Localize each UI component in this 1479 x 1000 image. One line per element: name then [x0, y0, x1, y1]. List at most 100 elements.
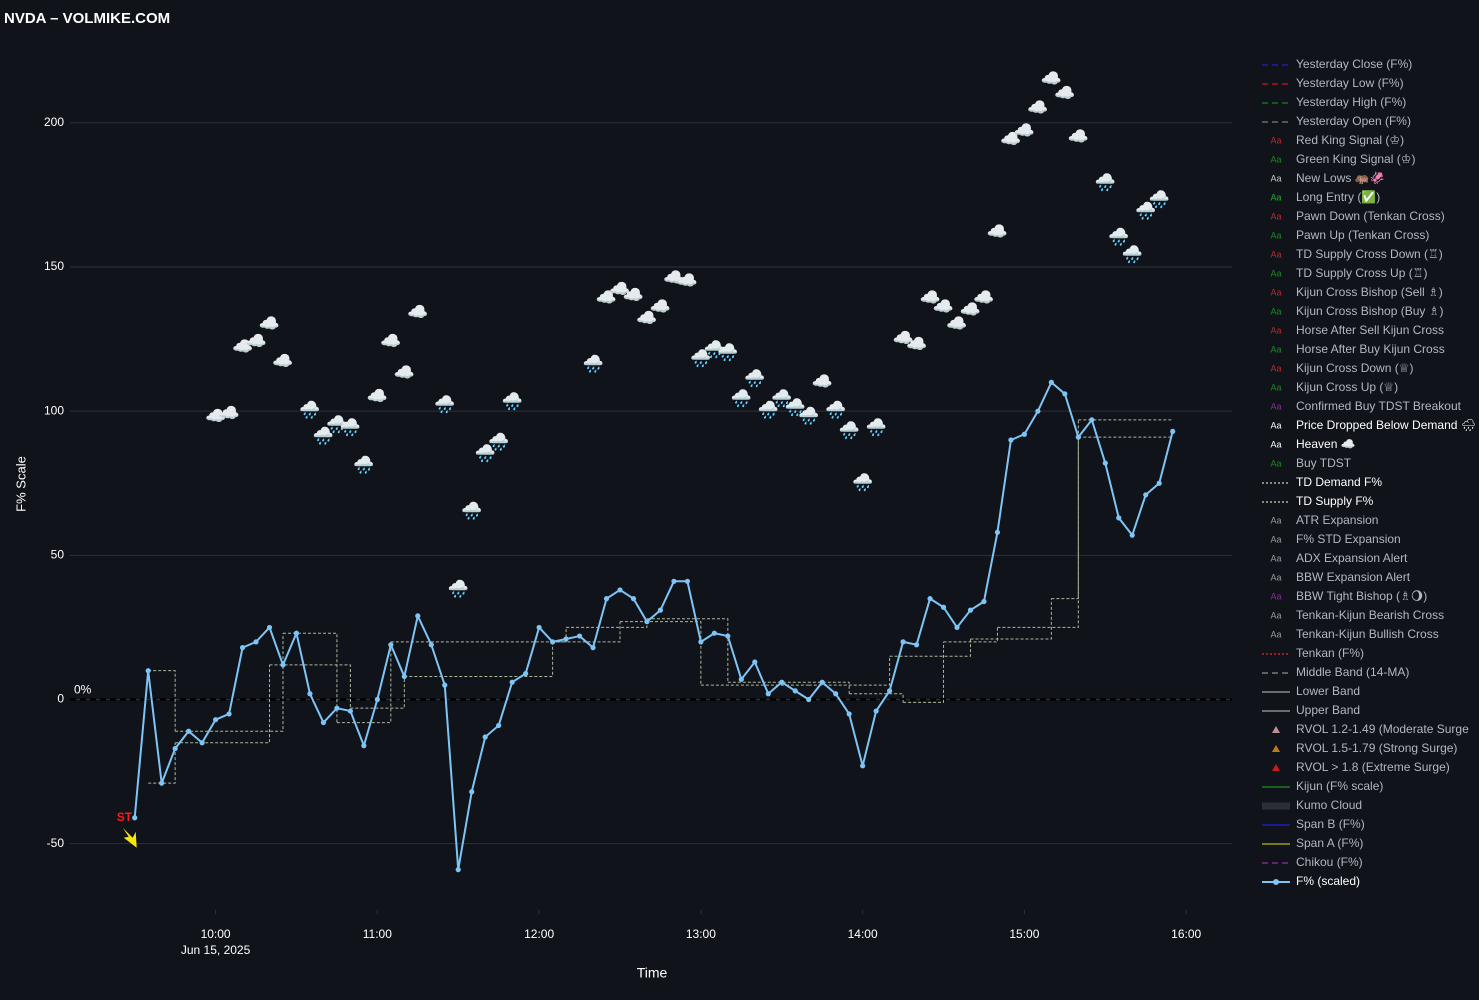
price-point	[765, 691, 771, 697]
legend-label: Pawn Up (Tenkan Cross)	[1296, 228, 1429, 242]
price-point	[779, 679, 785, 685]
emoji-marker: 🌧️	[866, 417, 887, 438]
price-point	[428, 642, 434, 648]
td-step-segment	[889, 638, 971, 657]
legend-label: Heaven ☁️	[1296, 437, 1356, 451]
emoji-marker: 🌧️	[744, 368, 765, 389]
x-tick-label: 16:00	[1171, 927, 1201, 941]
emoji-marker: 🌧️	[1108, 227, 1129, 248]
legend-label: TD Supply Cross Up (♖)	[1296, 266, 1427, 280]
legend-swatch-text: Aa	[1270, 344, 1281, 354]
legend-label: Pawn Down (Tenkan Cross)	[1296, 209, 1445, 223]
price-point	[482, 734, 488, 740]
price-point	[806, 696, 812, 703]
legend-label: Horse After Sell Kijun Cross	[1296, 323, 1444, 337]
legend-label: Tenkan-Kijun Bearish Cross	[1296, 608, 1444, 622]
price-point	[536, 624, 542, 631]
td-step-segment	[943, 627, 998, 643]
emoji-marker: ☁️	[677, 271, 698, 290]
price-point	[657, 607, 664, 613]
legend-label: Middle Band (14-MA)	[1296, 665, 1409, 679]
legend-item: Aa F% STD Expansion	[1270, 532, 1400, 546]
legend-item: Aa Long Entry (✅)	[1270, 190, 1380, 204]
legend-item: Aa Kijun Cross Bishop (Sell ♗)	[1270, 285, 1442, 299]
legend-label: ADX Expansion Alert	[1296, 551, 1408, 565]
legend-label: Long Entry (✅)	[1296, 190, 1380, 204]
legend-item: Aa Horse After Buy Kijun Cross	[1270, 342, 1444, 356]
emoji-marker: ☁️	[663, 268, 684, 287]
emoji-marker: ☁️	[650, 297, 671, 316]
legend-item: Aa BBW Expansion Alert	[1270, 570, 1410, 584]
price-point	[293, 630, 300, 636]
price-point	[145, 668, 151, 674]
emoji-marker: 🌧️	[434, 394, 455, 415]
price-point	[684, 578, 690, 584]
emoji-marker: ☁️	[245, 331, 266, 350]
emoji-marker: ☁️	[973, 288, 994, 307]
legend-swatch-text: Aa	[1270, 249, 1281, 259]
price-point	[671, 578, 677, 584]
legend-item: Aa Horse After Sell Kijun Cross	[1270, 323, 1444, 337]
price-point	[644, 619, 650, 625]
emoji-marker: 🌧️	[852, 472, 873, 493]
td-step-segment	[148, 742, 176, 784]
legend-item: Aa TD Supply Cross Down (♖)	[1270, 247, 1442, 261]
td-step-segment	[282, 632, 338, 723]
emoji-marker: ☁️	[636, 308, 657, 327]
x-tick-label: 11:00	[363, 927, 392, 941]
td-step-segment	[350, 676, 405, 709]
emoji-marker: ☁️	[1027, 98, 1048, 117]
legend-label: Kijun Cross Down (♕)	[1296, 361, 1413, 375]
legend-swatch-text: Aa	[1270, 515, 1281, 525]
emoji-marker: 🌧️	[502, 391, 523, 412]
price-point	[1170, 428, 1176, 434]
legend-item: RVOL 1.5-1.79 (Strong Surge)	[1272, 741, 1457, 755]
emoji-marker: ☁️	[1014, 121, 1035, 140]
price-point	[913, 642, 920, 648]
emoji-marker: ☁️	[1054, 84, 1075, 103]
legend-label: F% (scaled)	[1296, 874, 1360, 888]
zero-label: 0%	[74, 683, 92, 697]
emoji-marker: 🌧️	[731, 388, 752, 409]
emoji-marker: ☁️	[892, 329, 913, 348]
emoji-marker: 🌧️	[353, 454, 374, 475]
emoji-marker: 🌧️	[1122, 244, 1143, 265]
legend-item: Kumo Cloud	[1262, 798, 1362, 812]
price-point	[455, 867, 461, 873]
price-point	[1102, 460, 1108, 466]
emoji-marker: ☁️	[259, 314, 280, 333]
emoji-marker: 🌧️	[1095, 172, 1116, 193]
legend-label: Yesterday Low (F%)	[1296, 76, 1404, 90]
emoji-marker: ☁️	[218, 404, 239, 423]
price-point	[132, 815, 138, 821]
legend-item: Span B (F%)	[1262, 817, 1365, 831]
legend-item: Aa Pawn Up (Tenkan Cross)	[1270, 228, 1429, 242]
y-axis-label: F% Scale	[13, 456, 28, 512]
emoji-marker: 🌧️	[717, 342, 738, 363]
legend-item: Yesterday High (F%)	[1262, 95, 1406, 109]
emoji-marker: ☁️	[919, 288, 940, 307]
price-point	[469, 789, 475, 795]
chart-title: NVDA – VOLMIKE.COM	[4, 10, 170, 27]
price-point	[630, 596, 637, 602]
price-point	[199, 740, 205, 746]
td-step-segment	[552, 621, 621, 643]
price-point	[334, 705, 340, 711]
emoji-marker: 🌧️	[839, 420, 860, 441]
emoji-marker: ☁️	[906, 334, 927, 353]
annotation-text: ST	[117, 810, 133, 824]
legend-label: Upper Band	[1296, 703, 1360, 717]
legend-item: Kijun (F% scale)	[1262, 779, 1383, 793]
emoji-marker: ☁️	[596, 288, 617, 307]
price-point	[280, 662, 286, 668]
legend-swatch-text: Aa	[1270, 420, 1281, 430]
price-point	[752, 659, 758, 665]
price-point	[266, 624, 273, 631]
emoji-marker: ☁️	[272, 352, 293, 371]
emoji-marker: ☁️	[933, 297, 954, 316]
td-step-segment	[808, 656, 891, 686]
x-tick-label: 12:00	[524, 927, 554, 941]
legend-item: Yesterday Low (F%)	[1262, 76, 1404, 90]
emoji-marker: 🌧️	[1149, 189, 1170, 210]
